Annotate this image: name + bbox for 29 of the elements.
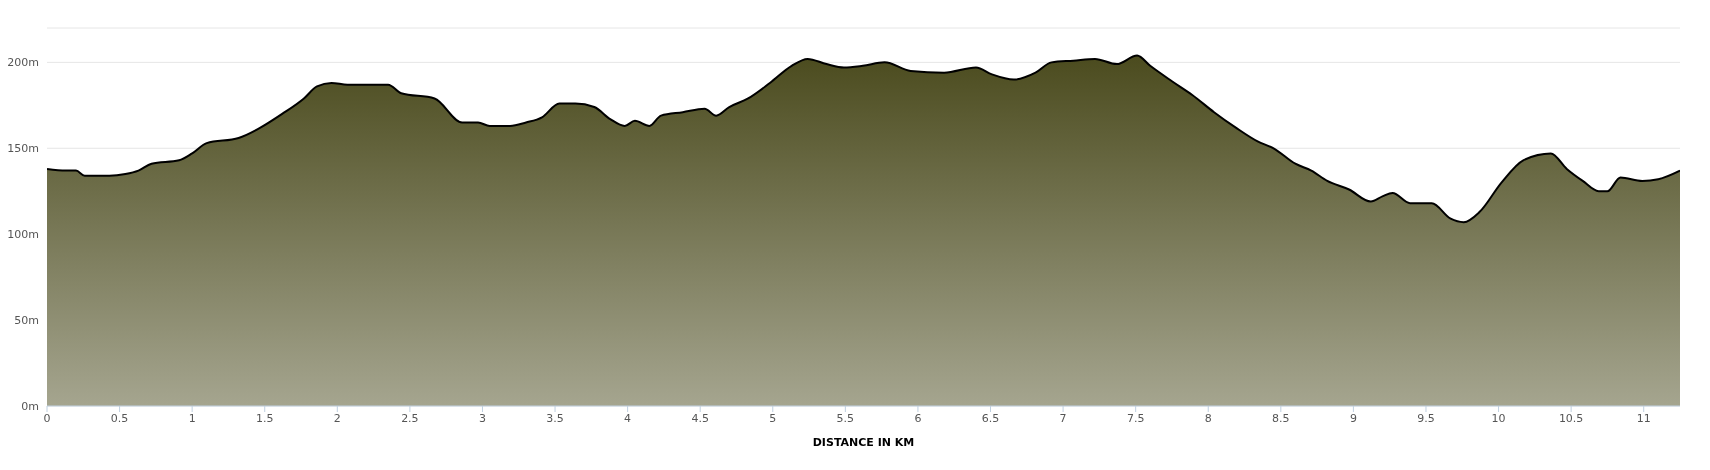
- x-tick-label: 11: [1636, 411, 1651, 425]
- x-tick-label: 0.5: [110, 411, 129, 425]
- x-tick-label: 9.5: [1417, 411, 1435, 425]
- y-tick-label: 0m: [21, 399, 39, 413]
- x-tick-label: 3: [478, 411, 486, 425]
- x-tick-label: 5.5: [836, 411, 855, 425]
- y-tick-label: 100m: [7, 228, 39, 242]
- x-tick-label: 1: [188, 411, 196, 425]
- x-tick-label: 4: [624, 411, 632, 425]
- x-tick-label: 1.5: [255, 411, 274, 425]
- x-tick-label: 10: [1491, 411, 1506, 425]
- x-tick-label: 2: [333, 411, 341, 425]
- x-tick-label: 8.5: [1272, 411, 1290, 425]
- x-axis-title: DISTANCE IN KM: [812, 436, 915, 449]
- x-tick-label: 6: [914, 411, 922, 425]
- x-tick-label: 7: [1059, 411, 1067, 425]
- y-tick-label: 50m: [14, 314, 39, 327]
- x-tick-label: 9: [1349, 411, 1357, 425]
- y-tick-label: 200m: [7, 56, 39, 70]
- x-tick-label: 10.5: [1558, 411, 1584, 425]
- y-tick-label: 150m: [7, 142, 39, 156]
- x-tick-label: 5: [769, 411, 777, 425]
- x-tick-label: 4.5: [691, 411, 709, 425]
- x-tick-label: 6.5: [981, 411, 1000, 425]
- x-tick-label: 2.5: [401, 411, 419, 425]
- x-tick-label: 8: [1204, 411, 1212, 425]
- x-tick-label: 3.5: [546, 411, 564, 425]
- x-tick-label: 7.5: [1126, 411, 1145, 425]
- x-tick-label: 0: [43, 411, 51, 425]
